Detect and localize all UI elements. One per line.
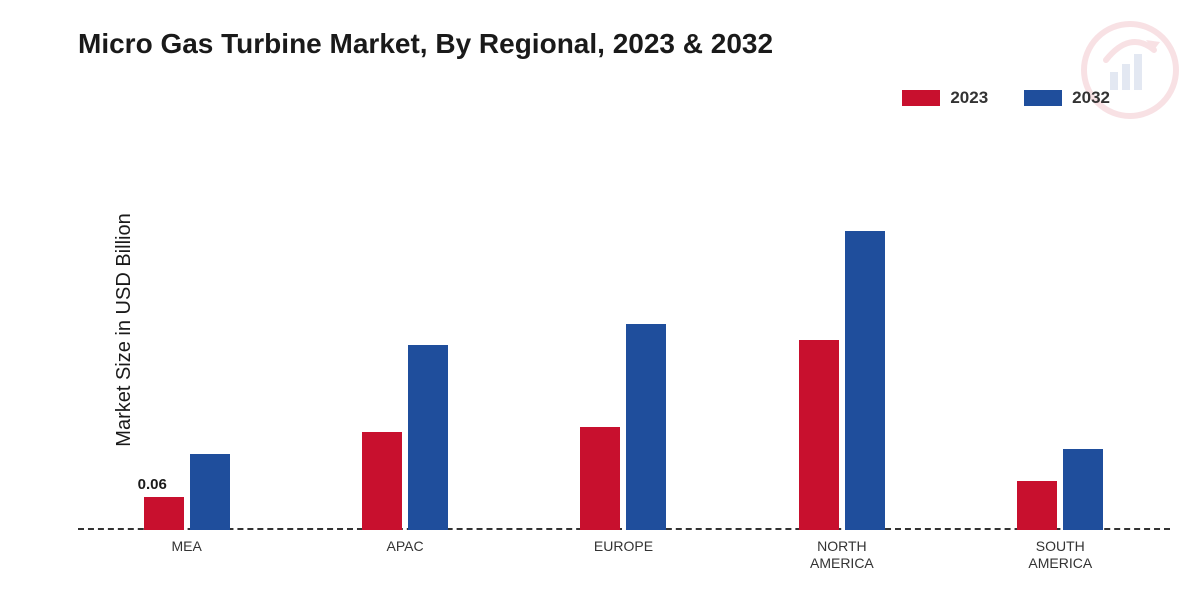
bar [362, 432, 402, 530]
bar-group: SOUTH AMERICA [995, 150, 1125, 530]
bar [845, 231, 885, 530]
bar [580, 427, 620, 530]
x-tick-label: SOUTH AMERICA [1028, 538, 1092, 572]
bar-group: NORTH AMERICA [777, 150, 907, 530]
bar [1063, 449, 1103, 530]
bar-group: EUROPE [558, 150, 688, 530]
plot-area: 0.06MEA APAC EUROPE NORTH AMERICA SOUTH AMER… [78, 150, 1170, 530]
bar-group: 0.06MEA [122, 150, 252, 530]
legend-label-2023: 2023 [950, 88, 988, 108]
bar [799, 340, 839, 530]
x-tick-label: MEA [172, 538, 202, 555]
legend-item-2032: 2032 [1024, 88, 1110, 108]
legend-item-2023: 2023 [902, 88, 988, 108]
x-tick-label: EUROPE [594, 538, 653, 555]
bar [1017, 481, 1057, 530]
bar [626, 324, 666, 530]
bar [408, 345, 448, 530]
x-tick-label: NORTH AMERICA [810, 538, 874, 572]
chart-title: Micro Gas Turbine Market, By Regional, 2… [78, 28, 773, 60]
bar [190, 454, 230, 530]
legend-label-2032: 2032 [1072, 88, 1110, 108]
legend-swatch-2023 [902, 90, 940, 106]
x-tick-label: APAC [387, 538, 424, 555]
bar [144, 497, 184, 530]
legend-swatch-2032 [1024, 90, 1062, 106]
bar-group: APAC [340, 150, 470, 530]
legend: 2023 2032 [902, 88, 1110, 108]
bar-value-label: 0.06 [138, 476, 167, 493]
